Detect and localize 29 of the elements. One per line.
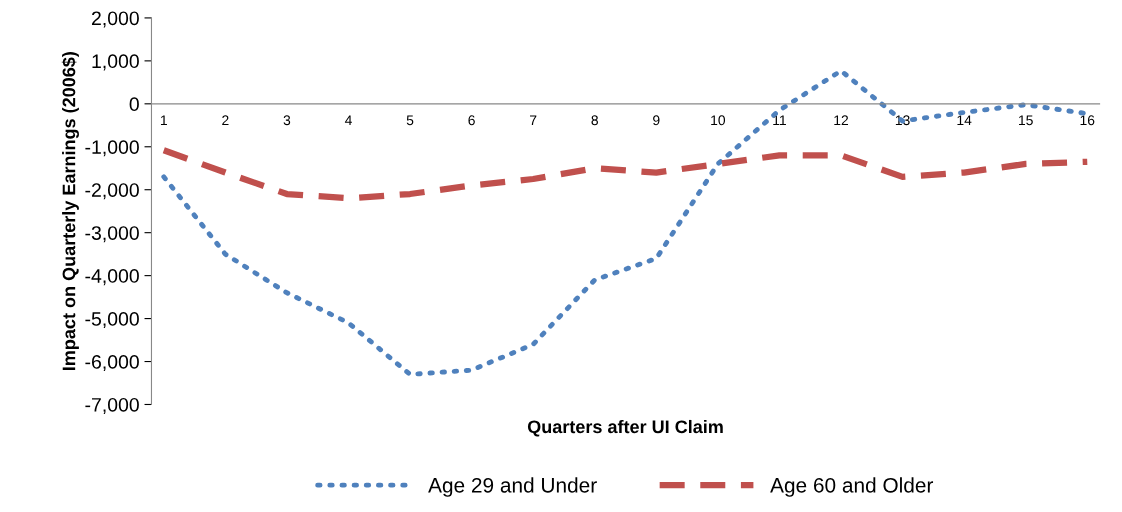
x-tick-label: 7 [530, 115, 537, 125]
y-axis-title: Impact on Quarterly Earnings (2006$) [61, 52, 79, 371]
x-tick-label: 4 [344, 115, 352, 125]
x-tick-label: 14 [957, 115, 972, 125]
x-tick-label: 9 [653, 115, 660, 126]
x-tick-label: 12 [834, 115, 849, 125]
y-tick-label: -4,000 [85, 269, 139, 286]
x-tick-label: 1 [160, 115, 167, 125]
x-tick-label: 8 [591, 115, 598, 126]
x-tick-label: 6 [468, 115, 475, 126]
x-tick-label: 5 [406, 115, 414, 126]
y-tick-label: -5,000 [85, 312, 139, 329]
y-tick-label: -2,000 [85, 183, 139, 200]
y-tick-label: -1,000 [85, 140, 139, 157]
x-tick-label: 15 [1019, 115, 1033, 126]
x-tick-label: 10 [711, 115, 726, 126]
y-tick-label: -6,000 [85, 355, 139, 372]
legend-label: Age 60 and Older [770, 477, 934, 497]
y-tick-label: -7,000 [85, 397, 139, 415]
x-tick-label: 16 [1080, 115, 1095, 126]
x-tick-label: 3 [283, 115, 291, 126]
x-tick-label: 11 [773, 115, 786, 125]
x-tick-label: 2 [222, 115, 229, 125]
x-axis-title: Quarters after UI Claim [527, 419, 723, 437]
y-tick-label: 2,000 [91, 11, 139, 28]
y-tick-label: -3,000 [85, 226, 139, 243]
y-tick-label: 0 [129, 97, 139, 112]
y-tick-label: 1,000 [92, 54, 139, 71]
legend-label: Age 29 and Under [428, 477, 597, 497]
